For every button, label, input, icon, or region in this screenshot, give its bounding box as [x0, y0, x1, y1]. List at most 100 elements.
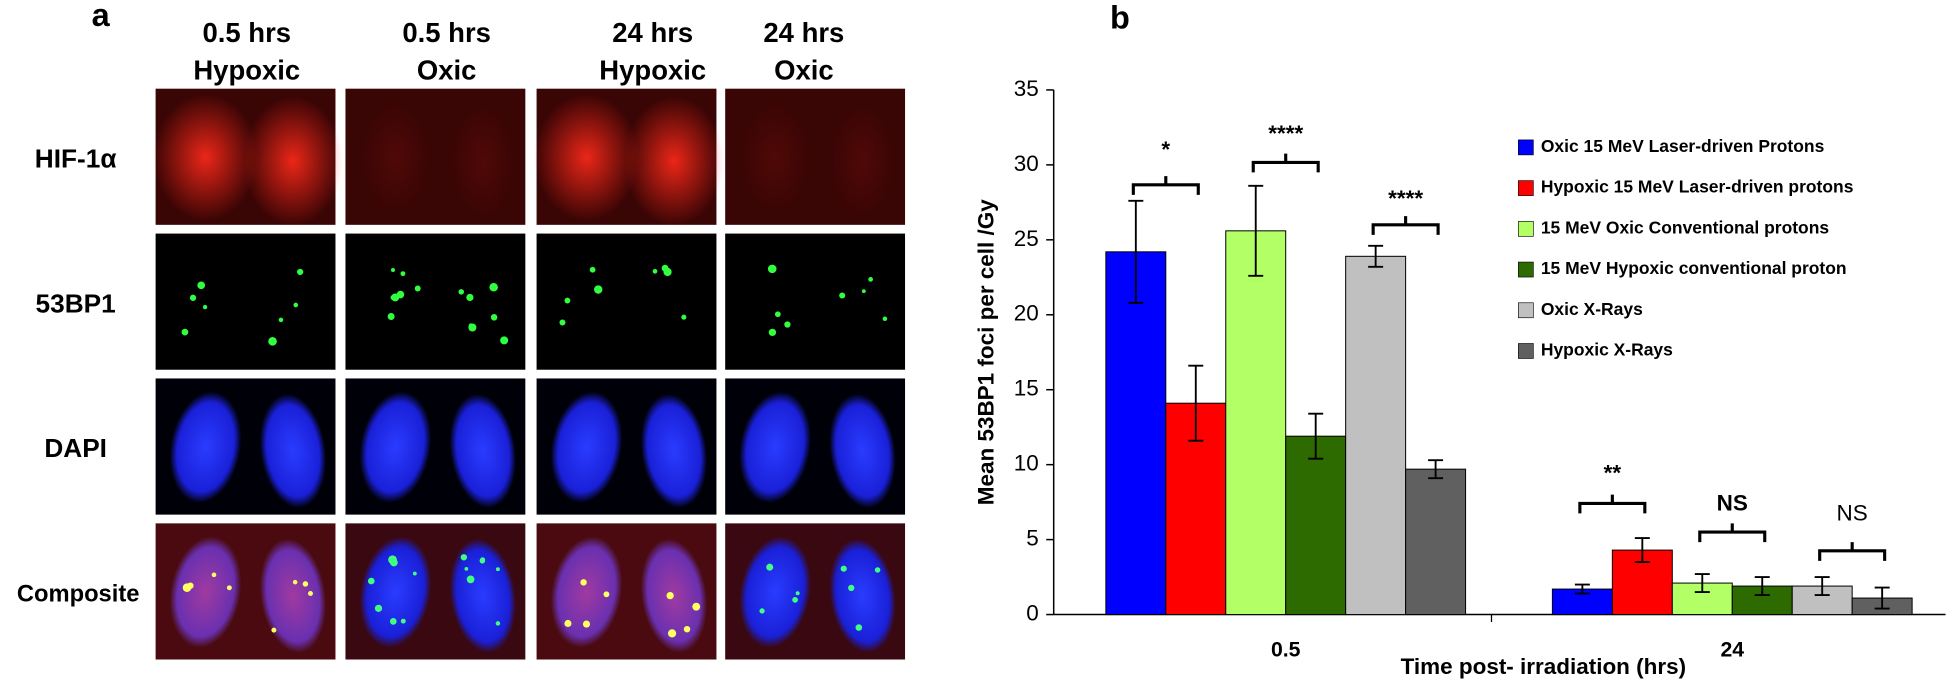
- glow: [740, 101, 811, 214]
- significance-bracket: [1698, 523, 1767, 543]
- focus: [189, 294, 197, 301]
- focus: [766, 563, 774, 571]
- focus: [667, 629, 677, 638]
- micrograph: [725, 88, 906, 225]
- focus: [882, 316, 888, 322]
- panel-label: b: [1110, 0, 1130, 36]
- significance-bracket: [1371, 216, 1440, 235]
- error-bar: [1574, 583, 1590, 595]
- nucleus: [169, 536, 242, 648]
- micrograph: [155, 523, 336, 660]
- significance-label: ****: [1268, 121, 1303, 146]
- error-bar: [1368, 244, 1384, 268]
- row-label: HIF-1α: [35, 143, 117, 173]
- focus: [187, 582, 194, 589]
- bar: [1285, 435, 1347, 616]
- nucleus: [259, 393, 327, 508]
- focus: [387, 313, 395, 321]
- x-tick-label: 0.5: [1271, 638, 1301, 661]
- significance-label: **: [1604, 461, 1622, 486]
- significance-label: NS: [1837, 501, 1868, 526]
- glow: [153, 93, 259, 222]
- error-bar: [1428, 459, 1444, 480]
- micrograph: [536, 378, 717, 515]
- bar: [1405, 468, 1467, 616]
- error-bar: [1754, 576, 1770, 597]
- focus: [268, 337, 277, 346]
- error-bar: [1634, 537, 1650, 564]
- micrograph-bg: [536, 233, 717, 370]
- focus: [792, 597, 798, 603]
- micrograph: [536, 523, 717, 660]
- legend-label: Hypoxic 15 MeV Laser-driven protons: [1541, 177, 1854, 197]
- micrograph-bg: [155, 233, 336, 370]
- error-bar: [1248, 184, 1264, 277]
- focus: [389, 618, 397, 625]
- glow: [624, 96, 724, 227]
- focus: [582, 620, 591, 628]
- focus: [464, 566, 469, 571]
- panel-a: a 0.5 hrs Hypoxic 0.5 hrs Oxic 24 hrs Hypoxic…: [17, 0, 906, 660]
- focus: [839, 292, 846, 299]
- focus: [390, 294, 396, 301]
- nucleus: [829, 393, 896, 508]
- error-bar: [1128, 199, 1144, 304]
- nucleus: [359, 536, 432, 648]
- micrograph: [536, 233, 717, 370]
- glow: [450, 103, 516, 219]
- micrograph: [534, 88, 724, 227]
- glow: [830, 103, 896, 219]
- focus: [400, 271, 406, 277]
- focus: [367, 577, 375, 585]
- y-tick-label: 15: [1014, 376, 1039, 401]
- focus: [490, 314, 498, 321]
- micrograph: [345, 233, 526, 370]
- nucleus: [259, 538, 327, 653]
- focus: [271, 627, 277, 633]
- row-label: Composite: [17, 581, 140, 607]
- focus: [681, 314, 687, 320]
- y-tick-label: 5: [1026, 526, 1039, 551]
- nucleus: [449, 393, 517, 508]
- focus: [603, 591, 610, 598]
- nucleus: [640, 393, 708, 508]
- micrograph: [345, 523, 526, 660]
- y-axis-label: Mean 53BP1 foci per cell /Gy: [973, 199, 998, 505]
- error-bar: [1694, 573, 1710, 594]
- micrograph: [725, 523, 906, 660]
- significance-bracket: [1578, 494, 1647, 514]
- micrograph-bg: [345, 233, 526, 370]
- focus: [861, 289, 866, 294]
- focus: [589, 266, 596, 273]
- nucleus: [169, 391, 242, 503]
- focus: [293, 302, 299, 308]
- focus: [211, 572, 217, 578]
- focus: [468, 323, 477, 332]
- focus: [683, 625, 691, 633]
- focus: [768, 328, 777, 337]
- column-header: 24 hrs: [763, 17, 844, 48]
- y-tick-label: 30: [1014, 151, 1039, 176]
- focus: [692, 602, 701, 611]
- significance-label: NS: [1717, 491, 1748, 516]
- nucleus: [640, 538, 708, 653]
- focus: [466, 575, 475, 584]
- micrograph: [345, 378, 526, 515]
- focus: [374, 604, 383, 612]
- focus: [661, 264, 669, 272]
- significance-label: *: [1161, 137, 1170, 162]
- focus: [564, 619, 572, 627]
- focus: [390, 558, 398, 567]
- y-tick-label: 20: [1014, 301, 1039, 326]
- legend-swatch: [1518, 139, 1534, 156]
- focus: [297, 268, 304, 276]
- column-header: Oxic: [774, 55, 834, 86]
- focus: [767, 264, 777, 274]
- micrograph: [155, 233, 336, 370]
- legend-swatch: [1518, 302, 1534, 319]
- column-header: Hypoxic: [193, 55, 300, 86]
- row-label: 53BP1: [36, 288, 116, 318]
- bar: [1225, 230, 1287, 616]
- micrograph: [345, 88, 526, 225]
